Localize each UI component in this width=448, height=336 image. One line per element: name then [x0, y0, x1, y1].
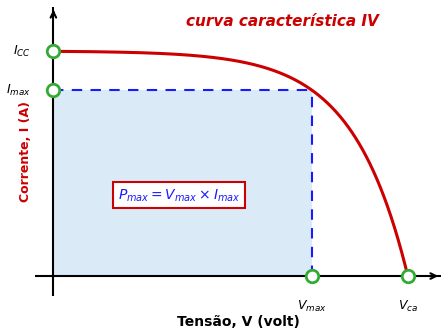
Bar [53, 90, 312, 276]
Text: $V_{max}$: $V_{max}$ [297, 299, 327, 314]
Text: curva característica IV: curva característica IV [186, 14, 379, 29]
Text: $I_{CC}$: $I_{CC}$ [13, 43, 31, 58]
Y-axis label: Corrente, I (A): Corrente, I (A) [19, 101, 32, 202]
X-axis label: Tensão, V (volt): Tensão, V (volt) [177, 315, 299, 329]
Text: $P_{max} = V_{max} \times I_{max}$: $P_{max} = V_{max} \times I_{max}$ [118, 187, 240, 204]
Text: $V_{ca}$: $V_{ca}$ [398, 299, 418, 314]
Text: $I_{max}$: $I_{max}$ [6, 83, 31, 98]
